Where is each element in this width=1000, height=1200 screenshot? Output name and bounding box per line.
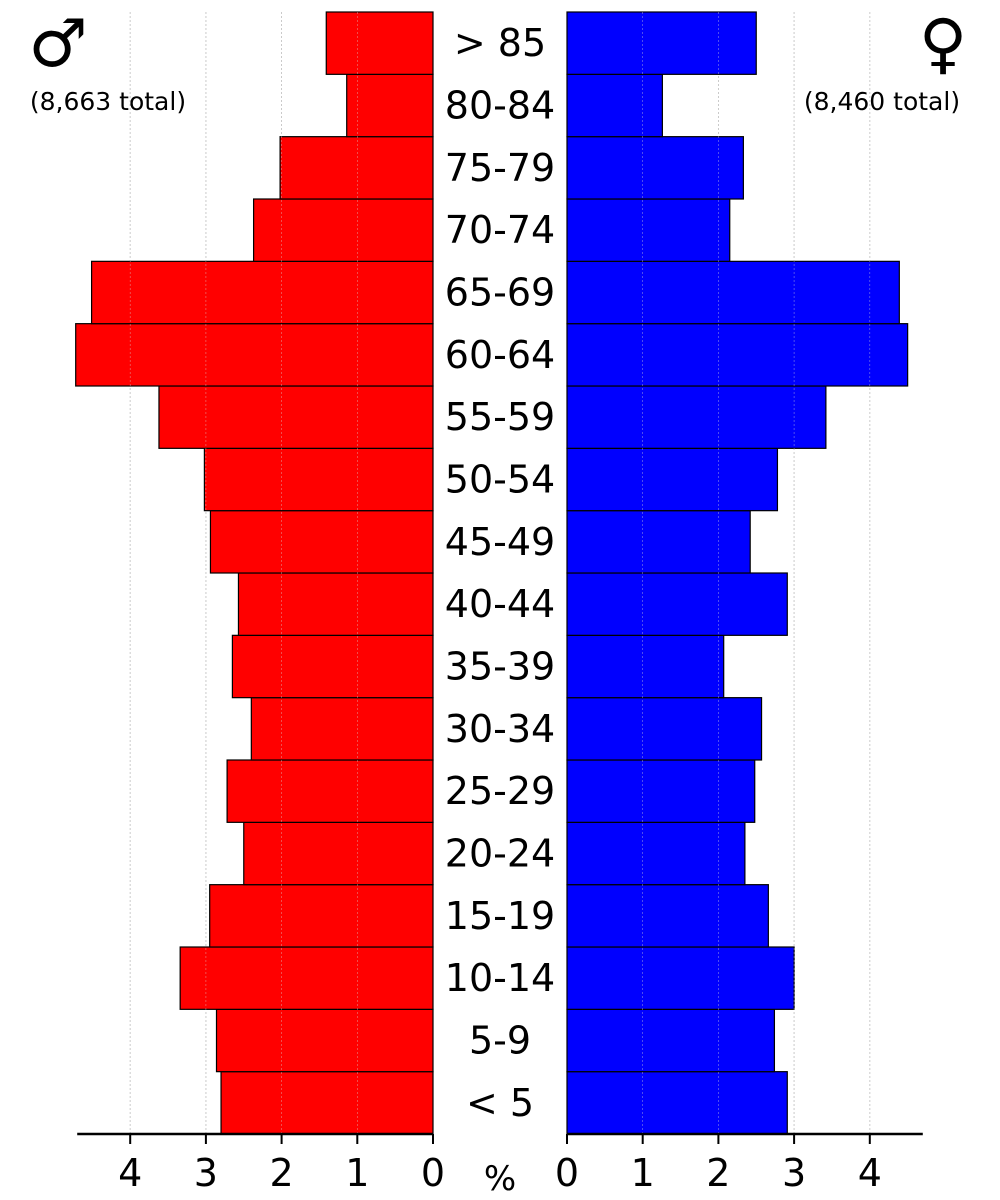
male-bar-60-64 — [75, 323, 434, 387]
male-bar-20-24 — [243, 821, 434, 886]
age-label-10-14: 10-14 — [445, 956, 555, 1000]
female-bar--85 — [566, 11, 757, 75]
age-label-35-39: 35-39 — [445, 645, 555, 689]
female-symbol: ♀ — [919, 5, 967, 82]
age-label-15-19: 15-19 — [445, 894, 555, 938]
male-bar-5-9 — [215, 1008, 434, 1073]
female-bar-10-14 — [566, 946, 795, 1010]
age-label-20-24: 20-24 — [445, 832, 555, 876]
x-tick-label-left-4: 4 — [118, 1151, 142, 1195]
male-bar-50-54 — [203, 447, 434, 512]
female-bar-70-74 — [566, 198, 731, 262]
female-bar-75-79 — [566, 136, 744, 200]
male-bar-65-69 — [90, 260, 434, 325]
age-label-45-49: 45-49 — [445, 520, 555, 564]
female-bar-60-64 — [566, 323, 909, 387]
x-axes: 0 0 1 1 2 2 3 3 4 4 — [77, 1132, 923, 1195]
female-bar-20-24 — [566, 821, 746, 886]
male-symbol: ♂ — [28, 5, 87, 82]
male-bar-45-49 — [209, 510, 434, 574]
male-bar--5 — [220, 1071, 434, 1135]
female-bar-80-84 — [566, 73, 663, 138]
age-label-25-29: 25-29 — [445, 769, 555, 813]
age-label-40-44: 40-44 — [445, 582, 555, 626]
age-label-70-74: 70-74 — [445, 208, 555, 252]
female-bar-40-44 — [566, 572, 788, 636]
male-bar-70-74 — [252, 198, 434, 262]
age-label--5: < 5 — [466, 1081, 534, 1125]
age-label--85: > 85 — [454, 21, 546, 65]
male-bar-10-14 — [179, 946, 434, 1010]
age-label-50-54: 50-54 — [445, 458, 555, 502]
female-bar-65-69 — [566, 260, 900, 325]
male-bar-35-39 — [231, 634, 434, 699]
age-label-75-79: 75-79 — [445, 146, 555, 190]
age-label-80-84: 80-84 — [445, 84, 555, 128]
bars — [75, 11, 909, 1135]
female-total-label: (8,460 total) — [804, 87, 960, 116]
male-bar-30-34 — [250, 697, 434, 761]
x-tick-label-right-3: 3 — [782, 1151, 806, 1195]
female-bar-30-34 — [566, 697, 763, 761]
female-bar-45-49 — [566, 510, 751, 574]
female-bar-50-54 — [566, 447, 779, 512]
male-bar-55-59 — [158, 385, 434, 449]
female-bar-15-19 — [566, 884, 769, 948]
age-label-30-34: 30-34 — [445, 707, 555, 751]
female-bar-35-39 — [566, 634, 725, 699]
age-label-65-69: 65-69 — [445, 271, 555, 315]
age-label-60-64: 60-64 — [445, 333, 555, 377]
x-tick-label-right-1: 1 — [631, 1151, 655, 1195]
x-tick-label-right-4: 4 — [858, 1151, 882, 1195]
x-tick-label-right-2: 2 — [706, 1151, 730, 1195]
female-bar-55-59 — [566, 385, 827, 449]
x-axis-unit-label: % — [484, 1159, 516, 1199]
male-total-label: (8,663 total) — [30, 87, 186, 116]
grid-overlay — [129, 12, 871, 1134]
male-bar-75-79 — [279, 136, 434, 200]
male-bar--85 — [325, 11, 434, 75]
x-tick-label-right-0: 0 — [555, 1151, 579, 1195]
age-label-5-9: 5-9 — [469, 1019, 531, 1063]
x-tick-label-left-1: 1 — [345, 1151, 369, 1195]
male-bar-40-44 — [237, 572, 434, 636]
female-bar-5-9 — [566, 1008, 776, 1073]
female-bar-25-29 — [566, 759, 756, 823]
age-labels: < 5 5-9 10-14 15-19 20-24 25-29 30-34 35-39 40-4… — [445, 21, 555, 1125]
age-label-55-59: 55-59 — [445, 395, 555, 439]
female-bar--5 — [566, 1071, 788, 1135]
male-bar-25-29 — [226, 759, 434, 823]
male-bar-80-84 — [346, 73, 434, 138]
x-tick-label-left-2: 2 — [270, 1151, 294, 1195]
male-bar-15-19 — [209, 884, 434, 948]
x-tick-label-left-3: 3 — [194, 1151, 218, 1195]
x-tick-label-left-0: 0 — [421, 1151, 445, 1195]
